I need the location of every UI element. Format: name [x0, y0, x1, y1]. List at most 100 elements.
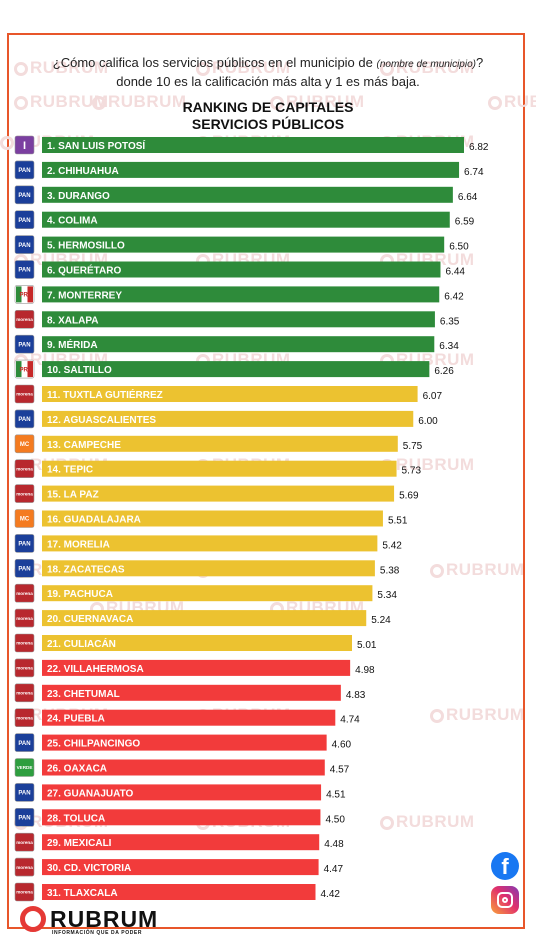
party-logo-icon — [14, 459, 35, 479]
bar — [42, 709, 336, 726]
bar — [42, 336, 435, 353]
party-logo-label: MC — [20, 517, 30, 523]
value-label: 5.42 — [382, 540, 402, 551]
value-label: 4.57 — [330, 765, 350, 776]
category-label: 18. ZACATECAS — [47, 564, 125, 575]
category-label: 3. DURANGO — [47, 191, 110, 202]
chart-title-line2: SERVICIOS PÚBLICOS — [191, 116, 345, 132]
category-label: 13. CAMPECHE — [47, 440, 121, 451]
party-logo-label: PAN — [18, 342, 30, 348]
party-logo-label: morena — [16, 616, 33, 621]
facebook-icon[interactable]: f — [491, 852, 519, 880]
party-logo-stripe — [27, 286, 33, 303]
party-logo-icon — [14, 185, 35, 205]
bar — [42, 361, 430, 378]
bar — [42, 560, 375, 577]
party-logo-stripe — [27, 361, 33, 378]
party-logo-icon — [14, 608, 35, 628]
party-logo-icon — [14, 832, 35, 852]
bar — [42, 435, 398, 452]
value-label: 6.35 — [440, 316, 460, 327]
bar — [42, 784, 322, 801]
bar — [42, 386, 418, 402]
party-logo-label: I — [23, 140, 26, 152]
bar — [42, 485, 395, 502]
party-logo-label: morena — [16, 840, 33, 845]
category-label: 10. SALTILLO — [47, 365, 112, 376]
category-label: 26. OAXACA — [47, 764, 107, 775]
category-label: 19. PACHUCA — [47, 589, 113, 600]
chart-frame — [7, 33, 525, 929]
category-label: 2. CHIHUAHUA — [47, 166, 119, 177]
brand-tagline: INFORMACIÓN QUE DA PODER — [52, 930, 143, 936]
category-label: 29. MEXICALI — [47, 838, 112, 849]
category-label: 28. TOLUCA — [47, 813, 105, 824]
category-label: 5. HERMOSILLO — [47, 241, 125, 252]
category-label: 27. GUANAJUATO — [47, 788, 134, 799]
instagram-icon[interactable] — [491, 886, 519, 914]
party-logo-icon — [14, 758, 35, 777]
value-label: 4.48 — [324, 839, 344, 850]
party-logo-label: morena — [16, 865, 33, 870]
party-logo-stripe — [16, 361, 22, 378]
category-label: 8. XALAPA — [47, 315, 99, 326]
bar — [42, 211, 450, 228]
party-logo-label: MC — [20, 442, 30, 448]
category-label: 17. MORELIA — [47, 539, 110, 550]
value-label: 5.73 — [402, 466, 422, 477]
category-label: 1. SAN LUIS POTOSÍ — [47, 139, 145, 152]
bar — [42, 311, 435, 328]
question-text-part2: ? donde 10 es la calificación más alta y… — [116, 55, 484, 89]
party-logo-icon — [14, 733, 35, 752]
party-logo-label: PAN — [18, 268, 30, 274]
category-label: 15. LA PAZ — [47, 490, 99, 501]
bar — [42, 186, 453, 203]
party-logo-icon — [14, 484, 35, 503]
category-label: 7. MONTERREY — [47, 290, 122, 301]
value-label: 5.01 — [357, 640, 377, 651]
value-label: 4.83 — [346, 690, 366, 701]
bar — [42, 759, 325, 776]
chart-title-line1: RANKING DE CAPITALES — [182, 99, 354, 115]
bar — [42, 161, 460, 178]
value-label: 6.74 — [464, 167, 484, 178]
value-label: 4.50 — [325, 814, 345, 825]
bar — [42, 884, 316, 900]
bar — [42, 510, 383, 527]
bar — [42, 610, 367, 627]
party-logo-label: morena — [16, 715, 33, 720]
category-label: 30. CD. VICTORIA — [47, 863, 131, 874]
party-logo-icon — [14, 160, 35, 180]
value-label: 6.59 — [455, 217, 475, 228]
party-logo-label: PAN — [18, 741, 30, 747]
party-logo-icon — [14, 384, 35, 404]
value-label: 6.42 — [444, 291, 464, 302]
party-logo-icon — [14, 857, 35, 877]
category-label: 21. CULIACÁN — [47, 637, 116, 650]
party-logo-label: morena — [16, 591, 33, 596]
value-label: 6.07 — [423, 391, 443, 402]
value-label: 5.34 — [377, 590, 397, 601]
category-label: 24. PUEBLA — [47, 714, 105, 725]
rubrum-mark-icon — [20, 906, 46, 932]
category-label: 31. TLAXCALA — [47, 888, 118, 899]
value-label: 6.64 — [458, 192, 478, 203]
value-label: 4.60 — [332, 740, 352, 751]
category-label: 9. MÉRIDA — [47, 338, 98, 351]
party-logo-label: PAN — [18, 243, 30, 249]
value-label: 6.44 — [445, 267, 465, 278]
party-logo-label: PRI — [19, 367, 29, 373]
bar — [42, 659, 351, 676]
party-logo-label: VERDE — [17, 765, 33, 770]
bar — [42, 535, 378, 552]
category-label: 23. CHETUMAL — [47, 689, 120, 700]
value-label: 4.42 — [320, 889, 340, 900]
party-logo-icon — [14, 633, 35, 653]
party-logo-icon — [14, 583, 35, 603]
category-label: 25. CHILPANCINGO — [47, 739, 140, 750]
party-logo-icon — [14, 235, 35, 254]
party-logo-label: PAN — [18, 566, 30, 572]
brand-name: RUBRUM — [50, 906, 159, 932]
bar — [42, 635, 353, 651]
party-logo-icon — [14, 658, 35, 678]
